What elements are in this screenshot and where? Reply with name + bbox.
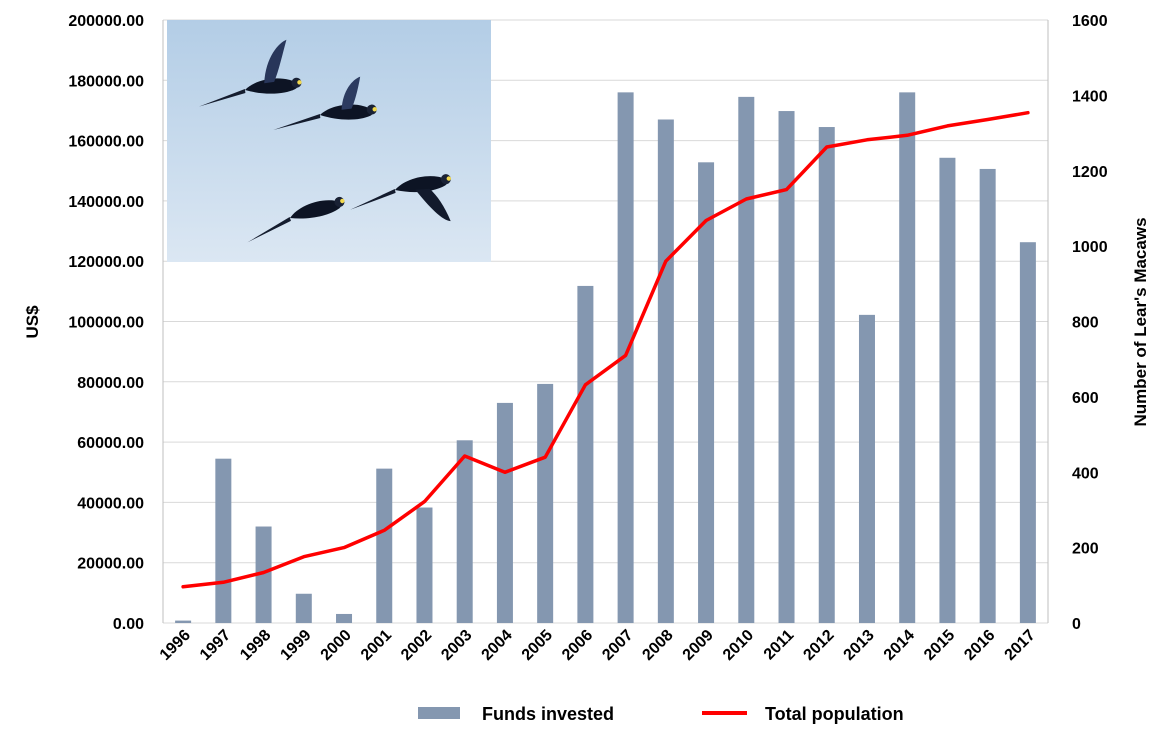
x-tick-label: 2004 xyxy=(479,627,516,664)
right-tick-label: 800 xyxy=(1072,315,1099,332)
bar xyxy=(496,402,513,623)
x-tick-label: 2015 xyxy=(921,627,958,664)
left-tick-label: 160000.00 xyxy=(68,134,144,151)
right-axis-ticks: 0 200 400 600 800 1000 1200 1400 1600 xyxy=(1072,13,1108,633)
right-tick-label: 400 xyxy=(1072,465,1099,482)
right-axis-title: Number of Lear's Macaws xyxy=(1131,217,1150,426)
left-axis-title: US$ xyxy=(23,305,42,339)
x-axis-ticks: 1996 1997 1998 1999 2000 2001 2002 2003 2004 2005… xyxy=(157,627,1039,664)
legend: Funds invested Total population xyxy=(418,704,904,724)
right-tick-label: 1400 xyxy=(1072,88,1108,105)
x-tick-label: 1998 xyxy=(237,627,274,664)
x-tick-label: 2007 xyxy=(599,627,636,664)
bar xyxy=(295,593,312,623)
right-tick-label: 1000 xyxy=(1072,239,1108,256)
bar xyxy=(657,119,674,624)
left-tick-label: 120000.00 xyxy=(68,254,144,271)
x-tick-label: 1996 xyxy=(157,627,194,664)
bar xyxy=(537,383,554,623)
bar xyxy=(577,285,594,623)
x-tick-label: 2008 xyxy=(639,627,676,664)
line-series-total-population xyxy=(181,110,1030,589)
bar xyxy=(818,127,835,623)
bar xyxy=(175,620,192,623)
x-tick-label: 2009 xyxy=(680,627,717,664)
left-tick-label: 0.00 xyxy=(113,616,144,633)
left-tick-label: 200000.00 xyxy=(68,13,144,30)
x-tick-label: 2012 xyxy=(800,627,837,664)
left-axis-ticks: 0.00 20000.00 40000.00 60000.00 80000.00 1000… xyxy=(68,13,144,633)
x-tick-label: 2001 xyxy=(358,627,395,664)
lears-macaws-flying-photo xyxy=(167,20,491,262)
bar xyxy=(939,157,956,623)
right-tick-label: 200 xyxy=(1072,541,1099,558)
bar xyxy=(778,111,795,623)
x-tick-label: 2000 xyxy=(318,627,355,664)
x-tick-label: 2011 xyxy=(761,627,798,664)
bar xyxy=(215,458,232,623)
x-tick-label: 2014 xyxy=(881,627,918,664)
bar xyxy=(979,168,996,624)
right-tick-label: 1200 xyxy=(1072,164,1108,181)
x-tick-label: 2005 xyxy=(519,627,556,664)
right-tick-label: 1600 xyxy=(1072,13,1108,30)
x-tick-label: 2016 xyxy=(961,627,998,664)
bar xyxy=(698,162,715,624)
x-tick-label: 2006 xyxy=(559,627,596,664)
x-tick-label: 2013 xyxy=(841,627,878,664)
x-tick-label: 1997 xyxy=(197,627,234,664)
legend-label-funds-invested: Funds invested xyxy=(482,704,614,724)
bar xyxy=(858,314,875,623)
bar xyxy=(255,526,272,623)
bar xyxy=(1019,242,1036,623)
bar xyxy=(617,92,634,624)
bar xyxy=(376,468,393,623)
left-tick-label: 60000.00 xyxy=(77,435,144,452)
bar xyxy=(899,92,916,624)
left-tick-label: 40000.00 xyxy=(77,495,144,512)
left-tick-label: 100000.00 xyxy=(68,315,144,332)
right-tick-label: 0 xyxy=(1072,616,1081,633)
legend-label-total-population: Total population xyxy=(765,704,904,724)
x-tick-label: 2010 xyxy=(720,627,757,664)
left-tick-label: 180000.00 xyxy=(68,73,144,90)
left-tick-label: 80000.00 xyxy=(77,375,144,392)
bar xyxy=(738,96,755,623)
x-tick-label: 1999 xyxy=(277,627,314,664)
bar xyxy=(456,440,473,623)
x-tick-label: 2002 xyxy=(398,627,435,664)
x-tick-label: 2017 xyxy=(1002,627,1039,664)
bar xyxy=(336,613,353,623)
x-tick-label: 2003 xyxy=(438,627,475,664)
bar xyxy=(416,507,433,623)
right-tick-label: 600 xyxy=(1072,390,1099,407)
legend-swatch-funds-invested xyxy=(418,707,460,719)
left-tick-label: 140000.00 xyxy=(68,194,144,211)
left-tick-label: 20000.00 xyxy=(77,556,144,573)
